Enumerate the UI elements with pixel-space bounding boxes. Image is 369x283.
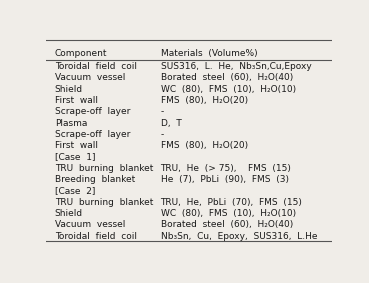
Text: [Case  2]: [Case 2]	[55, 186, 95, 196]
Text: Borated  steel  (60),  H₂O(40): Borated steel (60), H₂O(40)	[161, 220, 293, 230]
Text: Toroidal  field  coil: Toroidal field coil	[55, 232, 137, 241]
Text: Component: Component	[55, 49, 107, 58]
Text: FMS  (80),  H₂O(20): FMS (80), H₂O(20)	[161, 96, 248, 105]
Text: First  wall: First wall	[55, 96, 98, 105]
Text: WC  (80),  FMS  (10),  H₂O(10): WC (80), FMS (10), H₂O(10)	[161, 209, 296, 218]
Text: First  wall: First wall	[55, 141, 98, 150]
Text: FMS  (80),  H₂O(20): FMS (80), H₂O(20)	[161, 141, 248, 150]
Text: He  (7),  PbLi  (90),  FMS  (3): He (7), PbLi (90), FMS (3)	[161, 175, 289, 184]
Text: Materials  (Volume%): Materials (Volume%)	[161, 49, 257, 58]
Text: SUS316,  L.  He,  Nb₃Sn,Cu,Epoxy: SUS316, L. He, Nb₃Sn,Cu,Epoxy	[161, 62, 311, 71]
Text: -: -	[161, 107, 164, 116]
Text: D,  T: D, T	[161, 119, 181, 128]
Text: TRU  burning  blanket: TRU burning blanket	[55, 198, 153, 207]
Text: Shield: Shield	[55, 209, 83, 218]
Text: Toroidal  field  coil: Toroidal field coil	[55, 62, 137, 71]
Text: TRU  burning  blanket: TRU burning blanket	[55, 164, 153, 173]
Text: Nb₃Sn,  Cu,  Epoxy,  SUS316,  L.He: Nb₃Sn, Cu, Epoxy, SUS316, L.He	[161, 232, 317, 241]
Text: [Case  1]: [Case 1]	[55, 153, 95, 162]
Text: -: -	[161, 130, 164, 139]
Text: TRU,  He,  PbLi  (70),  FMS  (15): TRU, He, PbLi (70), FMS (15)	[161, 198, 302, 207]
Text: Shield: Shield	[55, 85, 83, 93]
Text: Vacuum  vessel: Vacuum vessel	[55, 73, 125, 82]
Text: Plasma: Plasma	[55, 119, 87, 128]
Text: Vacuum  vessel: Vacuum vessel	[55, 220, 125, 230]
Text: Scrape-off  layer: Scrape-off layer	[55, 107, 130, 116]
Text: Breeding  blanket: Breeding blanket	[55, 175, 135, 184]
Text: TRU,  He  (> 75),    FMS  (15): TRU, He (> 75), FMS (15)	[161, 164, 292, 173]
Text: Scrape-off  layer: Scrape-off layer	[55, 130, 130, 139]
Text: Borated  steel  (60),  H₂O(40): Borated steel (60), H₂O(40)	[161, 73, 293, 82]
Text: WC  (80),  FMS  (10),  H₂O(10): WC (80), FMS (10), H₂O(10)	[161, 85, 296, 93]
